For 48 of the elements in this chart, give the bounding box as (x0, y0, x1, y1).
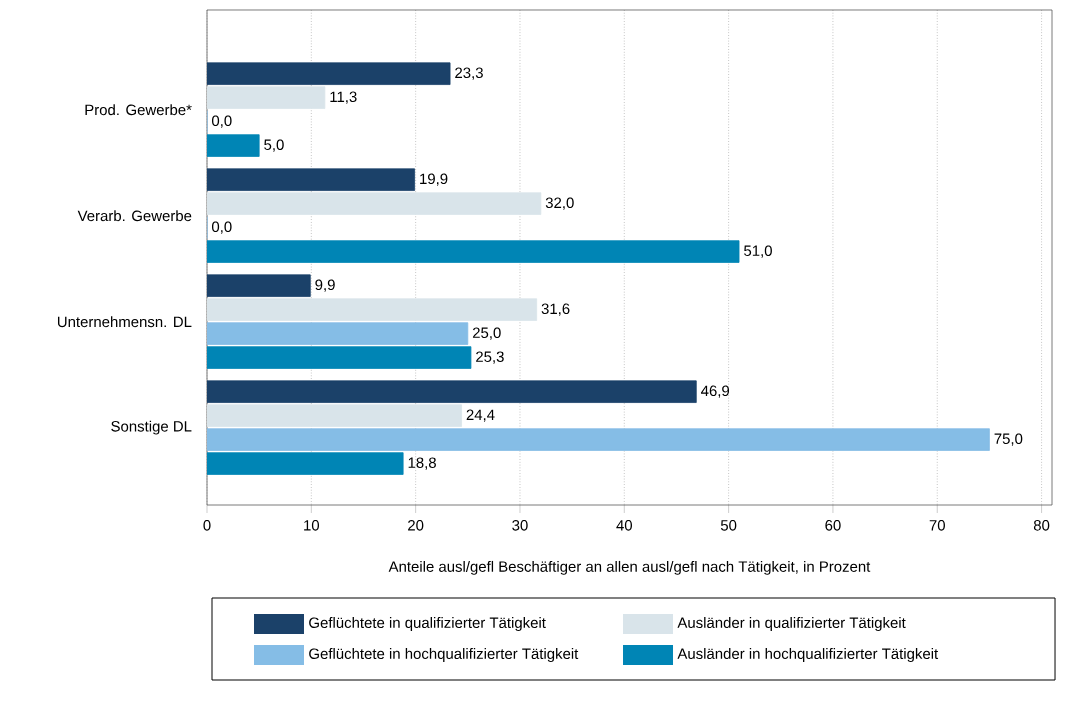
legend-label: Ausländer in qualifizierter Tätigkeit (677, 617, 906, 631)
bar (207, 86, 326, 109)
bar (207, 298, 538, 321)
data-label: 32,0 (545, 197, 574, 210)
bar (207, 322, 469, 345)
bar (207, 274, 311, 297)
y-tick-label: Sonstige DL (111, 420, 192, 435)
x-tick-label: 50 (720, 520, 737, 531)
bar (207, 452, 404, 475)
bar (207, 240, 740, 263)
x-tick-label: 70 (929, 520, 945, 531)
data-label: 31,6 (541, 303, 570, 316)
x-tick-label: 0 (203, 520, 211, 531)
data-label: 5,0 (264, 139, 284, 152)
bar (207, 62, 451, 85)
x-tick-label: 30 (512, 520, 528, 531)
legend-label: Ausländer in hochqualifizierter Tätigkeit (677, 648, 939, 662)
data-label: 0,0 (211, 221, 232, 234)
data-label: 11,3 (330, 91, 357, 104)
data-label: 19,9 (420, 173, 448, 186)
y-tick-label: Verarb. Gewerbe (77, 210, 192, 222)
data-label: 51,0 (744, 245, 772, 258)
bar (207, 380, 697, 403)
data-label: 18,8 (408, 457, 436, 470)
x-tick-label: 40 (616, 520, 632, 531)
data-label: 25,0 (472, 327, 501, 340)
bar (207, 428, 990, 451)
data-label: 25,3 (476, 351, 504, 364)
x-tick-label: 20 (408, 520, 424, 531)
bar (207, 134, 260, 157)
data-label: 24,4 (466, 409, 495, 422)
x-tick-label: 60 (825, 520, 841, 531)
y-tick-label: Unternehmensn. DL (57, 316, 192, 328)
data-label: 9,9 (315, 279, 335, 292)
legend-label: Geflüchtete in hochqualifizierter Tätigkeit (309, 648, 579, 662)
data-label: 0,0 (211, 115, 232, 128)
legend-label: Geflüchtete in qualifizierter Tätigkeit (309, 617, 546, 631)
bar (207, 168, 415, 191)
bar (207, 346, 472, 369)
data-label: 46,9 (701, 385, 730, 398)
y-tick-label: Prod. Gewerbe* (85, 104, 192, 116)
bar (207, 404, 462, 427)
bar (207, 192, 542, 215)
x-axis-title: Anteile ausl/gefl Beschäftiger an allen ausl/gefl nach Tätigkeit, in Prozent (388, 560, 871, 575)
x-tick-label: 80 (1033, 520, 1050, 531)
data-label: 23,3 (455, 67, 483, 80)
data-label: 75,0 (994, 433, 1023, 446)
x-tick-label: 10 (304, 520, 320, 531)
